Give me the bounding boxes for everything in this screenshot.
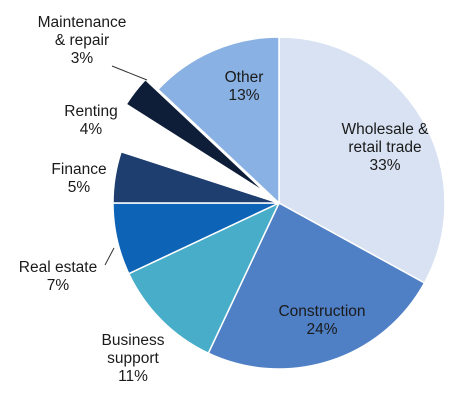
slice-name-label: Wholesale & — [341, 121, 429, 138]
slices-layer — [112, 36, 446, 370]
slice-label: Maintenance & repair 3% — [38, 14, 127, 67]
slice-name-label: Real estate — [19, 259, 97, 276]
slice-name-label: Other — [225, 69, 264, 86]
slice-name-label: Finance — [51, 161, 106, 178]
slice-name-label: retail trade — [348, 139, 421, 156]
slice-value-label: 11% — [118, 368, 148, 385]
slice-name-label: & repair — [55, 32, 109, 49]
slice-value-label: 24% — [306, 321, 337, 338]
slice-label: Other 13% — [225, 69, 264, 104]
leader-lines-layer — [104, 65, 148, 266]
leader-line — [104, 247, 115, 266]
slice-label: Business support 11% — [102, 332, 165, 385]
slice-name-label: support — [107, 350, 159, 367]
slice-value-label: 13% — [228, 87, 259, 104]
pie-slice-construction — [207, 201, 426, 370]
slice-value-label: 7% — [47, 277, 70, 294]
leader-line — [111, 65, 148, 81]
pie-slice-wholesale-retail-trade — [278, 36, 446, 284]
slice-value-label: 5% — [68, 179, 91, 196]
slice-name-label: Renting — [64, 103, 117, 120]
slice-label: Renting 4% — [64, 103, 117, 138]
pie-slice-renting — [120, 113, 280, 204]
pie-slice-business-support — [127, 201, 281, 355]
slice-value-label: 33% — [369, 157, 400, 174]
slice-name-label: Construction — [278, 303, 365, 320]
slice-value-label: 3% — [71, 50, 94, 67]
slice-name-label: Maintenance — [38, 14, 127, 31]
labels-layer: Wholesale & retail trade 33% Construction 24… — [19, 14, 429, 385]
slice-label: Real estate 7% — [19, 259, 97, 294]
slice-label: Wholesale & retail trade 33% — [341, 121, 429, 174]
slice-name-label: Business — [102, 332, 165, 349]
slice-label: Finance 5% — [51, 161, 106, 196]
slice-label: Construction 24% — [278, 303, 365, 338]
pie-slice-other — [156, 36, 280, 205]
slice-value-label: 4% — [80, 121, 103, 138]
